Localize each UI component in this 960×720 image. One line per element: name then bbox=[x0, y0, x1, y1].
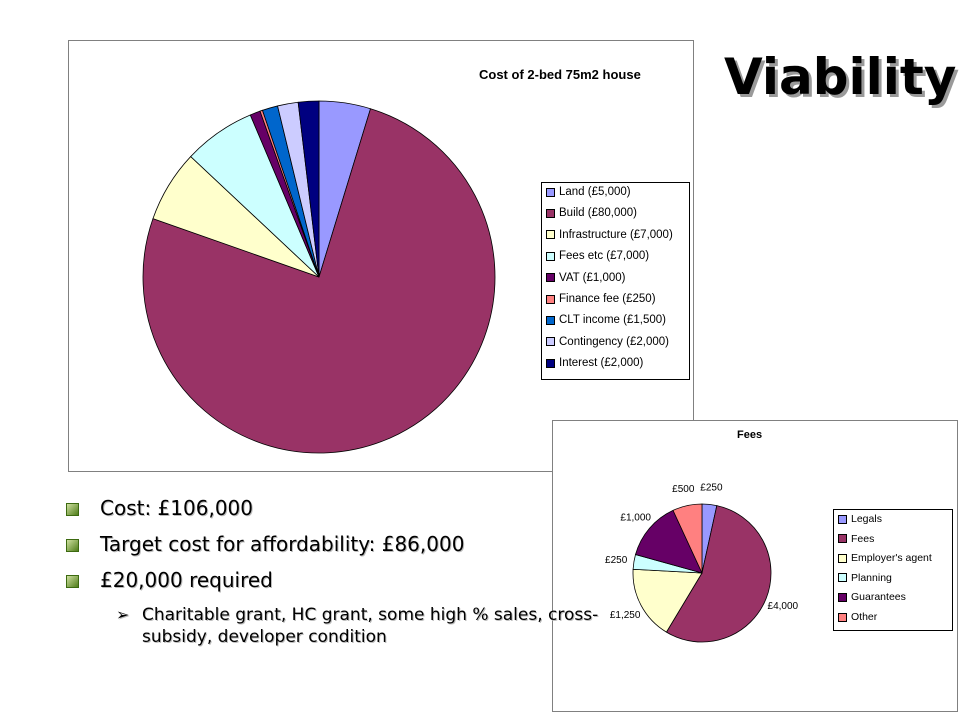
cost-legend-swatch-8 bbox=[546, 358, 555, 368]
fees-slice-2 bbox=[632, 568, 703, 633]
fees-slice-5 bbox=[672, 503, 703, 574]
cost-legend-label-3: Fees etc (£7,000) bbox=[559, 250, 650, 263]
fees-legend-swatch-2 bbox=[838, 553, 847, 563]
cost-legend-label-5: Finance fee (£250) bbox=[559, 293, 656, 305]
sub-bullet-funding: ➢ Charitable grant, HC grant, some high … bbox=[66, 604, 622, 648]
fees-legend-swatch-5 bbox=[838, 612, 847, 622]
cost-legend-swatch-2 bbox=[546, 230, 555, 240]
cost-legend-item-0: Land (£5,000) bbox=[546, 184, 631, 200]
cost-chart-title: Cost of 2-bed 75m2 house bbox=[479, 67, 641, 82]
cost-legend-swatch-7 bbox=[546, 337, 555, 347]
cost-legend-item-7: Contingency (£2,000) bbox=[546, 334, 669, 350]
fees-legend-label-0: Legals bbox=[851, 513, 882, 525]
cost-legend-swatch-6 bbox=[546, 315, 555, 325]
fees-legend-swatch-1 bbox=[838, 534, 847, 544]
fees-pie-chart: £250 £4,000 £1,250 £250 £1,000 £500 Fees Lega… bbox=[552, 420, 958, 712]
cost-legend-swatch-3 bbox=[546, 251, 555, 261]
fees-legend-item-4: Guarantees bbox=[838, 590, 906, 604]
fees-data-label-2: £1,250 bbox=[610, 610, 641, 621]
bullet-cost: Cost: £106,000 bbox=[66, 496, 566, 520]
bullet-cost-text: Cost: £106,000 bbox=[100, 496, 253, 520]
fees-legend-label-1: Fees bbox=[851, 532, 875, 545]
cost-legend-label-4: VAT (£1,000) bbox=[559, 271, 626, 284]
cost-legend-label-8: Interest (£2,000) bbox=[559, 357, 644, 370]
cost-legend-item-1: Build (£80,000) bbox=[546, 205, 637, 221]
bullet-target-cost-text: Target cost for affordability: £86,000 bbox=[100, 532, 465, 556]
fees-legend-item-1: Fees bbox=[838, 532, 874, 546]
fees-legend-label-3: Planning bbox=[851, 571, 892, 584]
fees-legend-item-5: Other bbox=[838, 610, 877, 624]
fees-legend-item-2: Employer's agent bbox=[838, 551, 932, 565]
fees-legend-label-4: Guarantees bbox=[851, 591, 906, 604]
fees-data-label-4: £1,000 bbox=[620, 513, 651, 524]
cost-slice-8 bbox=[297, 100, 320, 278]
fees-data-label-0: £250 bbox=[700, 483, 723, 494]
bullet-list: Cost: £106,000 Target cost for affordabi… bbox=[66, 496, 598, 648]
fees-legend-label-2: Employer's agent bbox=[851, 552, 932, 565]
fees-chart-legend: Legals Fees Employer's agent Planning Guaran… bbox=[833, 509, 953, 631]
fees-data-label-1: £4,000 bbox=[768, 601, 799, 612]
fees-legend-item-3: Planning bbox=[838, 571, 892, 585]
bullet-required: £20,000 required bbox=[66, 568, 566, 592]
bullet-square-icon bbox=[66, 503, 79, 516]
cost-slice-1 bbox=[142, 108, 496, 454]
cost-legend-item-3: Fees etc (£7,000) bbox=[546, 248, 649, 264]
fees-legend-item-0: Legals bbox=[838, 512, 882, 526]
fees-legend-swatch-4 bbox=[838, 592, 847, 602]
fees-slice-1 bbox=[665, 505, 772, 643]
cost-legend-label-0: Land (£5,000) bbox=[559, 186, 631, 198]
cost-legend-item-5: Finance fee (£250) bbox=[546, 291, 656, 307]
cost-legend-label-7: Contingency (£2,000) bbox=[559, 335, 669, 348]
fees-legend-swatch-0 bbox=[838, 514, 847, 524]
cost-legend-item-8: Interest (£2,000) bbox=[546, 355, 643, 371]
cost-legend-label-6: CLT income (£1,500) bbox=[559, 314, 666, 327]
fees-pie-svg: £250 £4,000 £1,250 £250 £1,000 £500 bbox=[605, 483, 799, 643]
fees-legend-swatch-3 bbox=[838, 573, 847, 583]
cost-pie-chart: Cost of 2-bed 75m2 house Land (£5,000) Bu… bbox=[68, 40, 694, 472]
cost-legend-item-4: VAT (£1,000) bbox=[546, 270, 625, 286]
bullet-square-icon bbox=[66, 575, 79, 588]
bullet-target-cost: Target cost for affordability: £86,000 bbox=[66, 532, 566, 556]
cost-legend-swatch-5 bbox=[546, 294, 555, 304]
cost-legend-item-2: Infrastructure (£7,000) bbox=[546, 227, 673, 243]
fees-slice-4 bbox=[635, 509, 703, 574]
cost-chart-legend: Land (£5,000) Build (£80,000) Infrastructu… bbox=[541, 182, 690, 380]
cost-legend-swatch-0 bbox=[546, 187, 555, 197]
cost-pie-svg bbox=[142, 100, 496, 454]
cost-legend-swatch-1 bbox=[546, 208, 555, 218]
fees-chart-title: Fees bbox=[737, 429, 763, 441]
cost-legend-item-6: CLT income (£1,500) bbox=[546, 312, 666, 328]
arrow-bullet-icon: ➢ bbox=[116, 605, 130, 624]
cost-legend-swatch-4 bbox=[546, 273, 555, 283]
fees-legend-label-5: Other bbox=[851, 611, 878, 623]
cost-legend-label-1: Build (£80,000) bbox=[559, 207, 637, 220]
slide-title: Viability bbox=[724, 48, 957, 106]
fees-data-label-3: £250 bbox=[605, 555, 628, 566]
fees-data-label-5: £500 bbox=[672, 484, 695, 495]
cost-legend-label-2: Infrastructure (£7,000) bbox=[559, 228, 673, 241]
bullet-square-icon bbox=[66, 539, 79, 552]
bullet-required-text: £20,000 required bbox=[100, 568, 273, 592]
sub-bullet-funding-text: Charitable grant, HC grant, some high % … bbox=[142, 605, 599, 647]
